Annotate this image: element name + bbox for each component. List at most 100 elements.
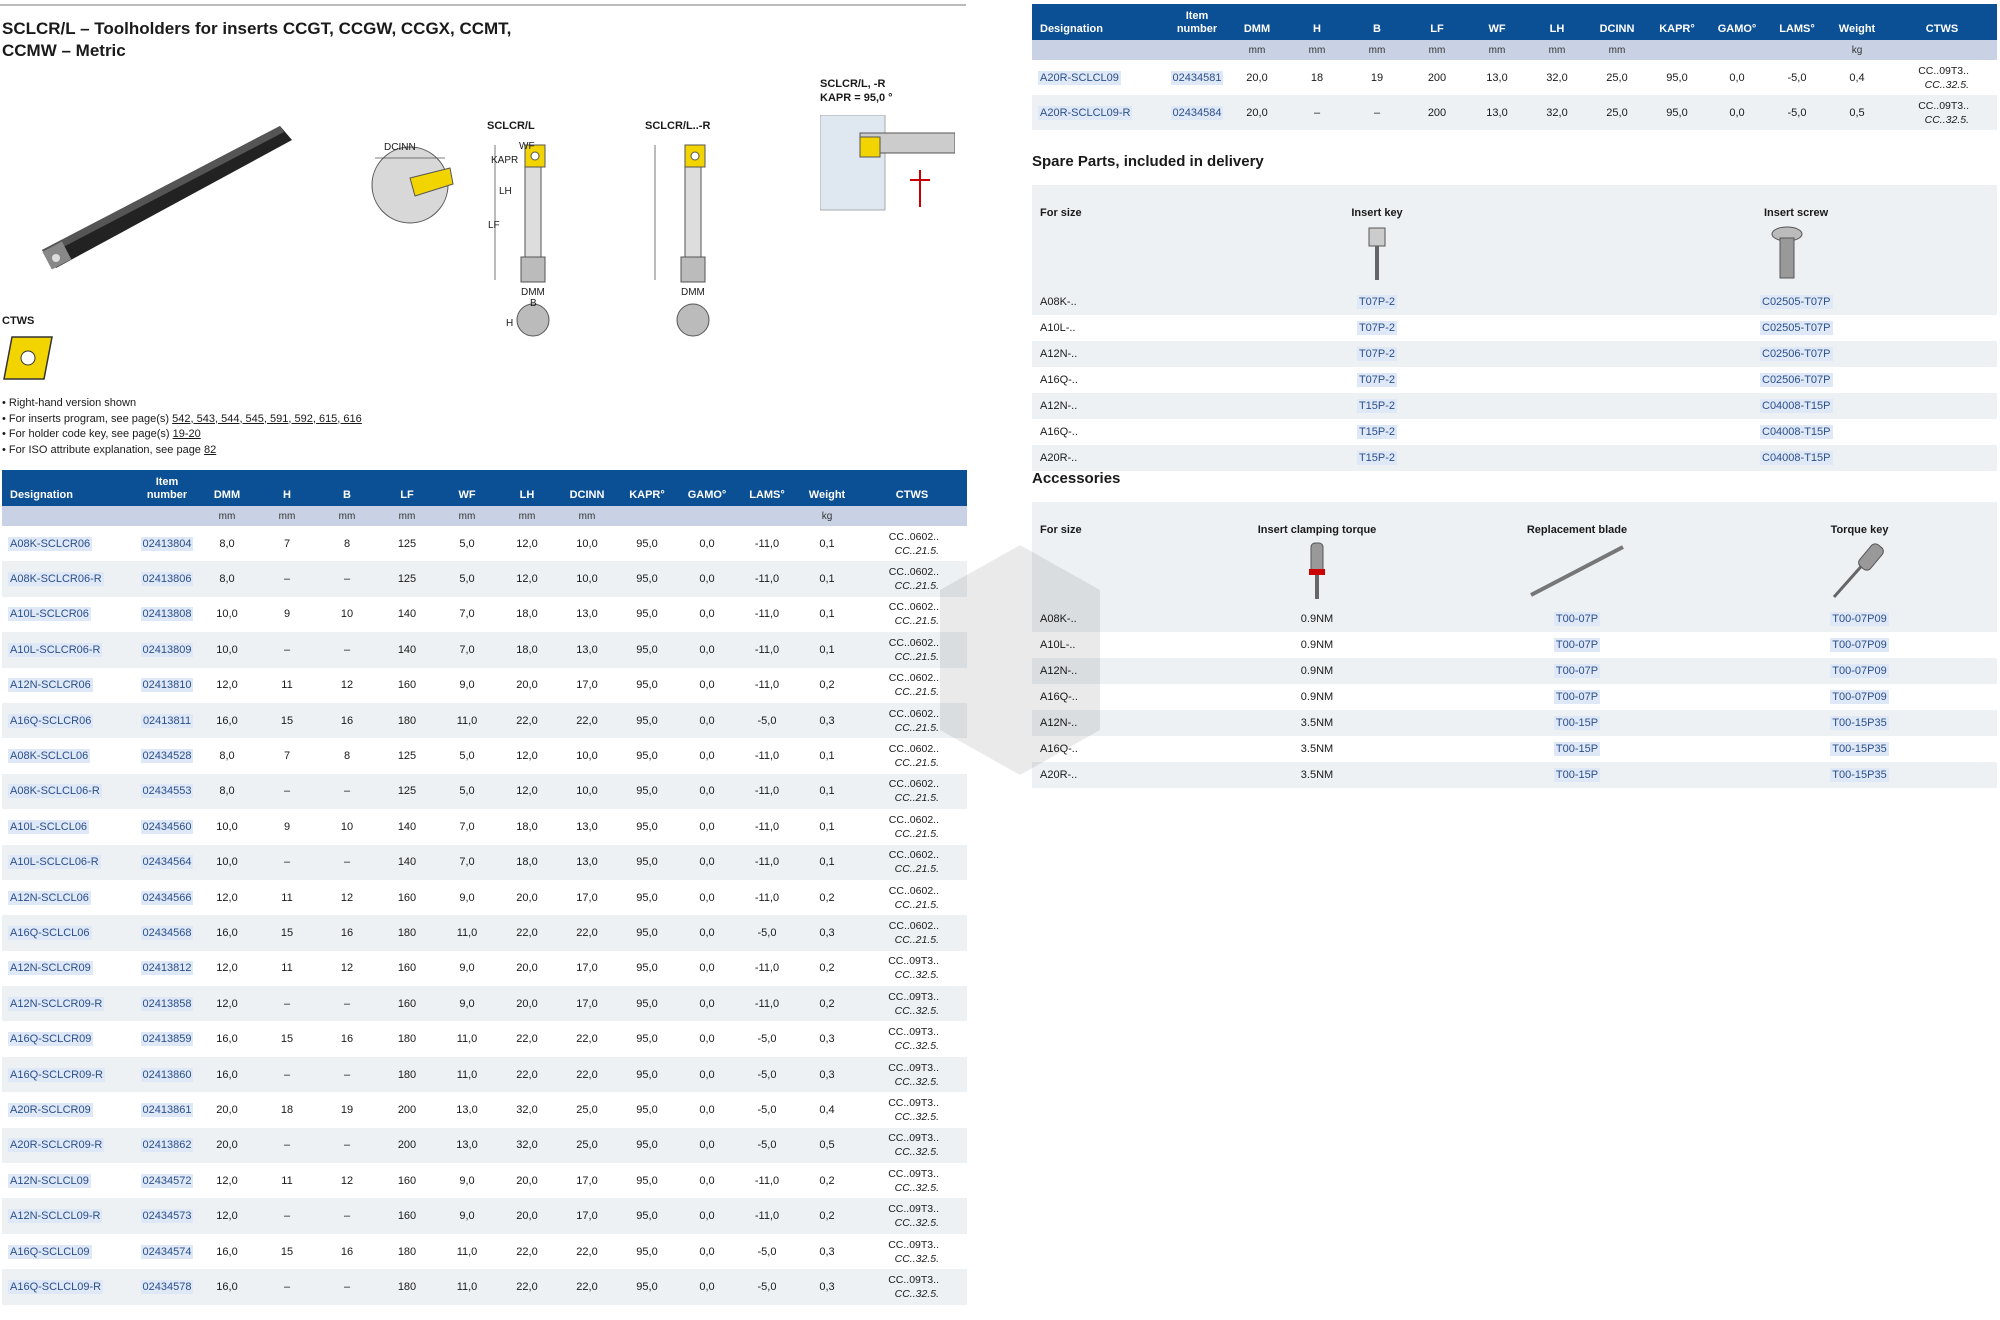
cell: 180	[397, 1245, 417, 1258]
part-link[interactable]: C02505-T07P	[1542, 289, 1997, 315]
item-number-link[interactable]: 02413811	[137, 702, 197, 739]
item-number-link[interactable]: 02434566	[140, 890, 194, 905]
inserts-page-links[interactable]: 542, 543, 544, 545, 591, 592, 615, 616	[172, 412, 362, 425]
part-link[interactable]: T07P-2	[1356, 373, 1398, 387]
designation-link[interactable]: A12N-SCLCR09	[8, 961, 93, 976]
item-number-link[interactable]: 02434560	[140, 819, 194, 834]
designation-link[interactable]: A20R-SCLCR09	[8, 1102, 93, 1117]
cell: 95,0	[1647, 95, 1707, 130]
designation-link[interactable]: A20R-SCLCR09-R	[2, 1127, 137, 1164]
part-link[interactable]: T07P-2	[1356, 321, 1398, 335]
designation-link[interactable]: A12N-SCLCR06	[8, 678, 93, 693]
designation-link[interactable]: A20R-SCLCL09	[1038, 70, 1121, 85]
part-link[interactable]: C02506-T07P	[1542, 341, 1997, 367]
cell: 0,1	[797, 561, 857, 597]
part-link[interactable]: C04008-T15P	[1760, 425, 1833, 439]
cell: 125	[397, 537, 417, 550]
lh-label: LH	[499, 186, 512, 197]
cell: 10,0	[576, 750, 598, 763]
dmm-label: DMM	[521, 287, 545, 298]
part-link[interactable]: T00-07P09	[1830, 638, 1889, 652]
table-row: A20R-.. 3.5NM T00-15P T00-15P35	[1032, 762, 1997, 788]
part-link[interactable]: T00-15P	[1553, 742, 1601, 756]
item-number-link[interactable]: 02434584	[1167, 95, 1227, 130]
designation-link[interactable]: A12N-SCLCL09	[8, 1173, 91, 1188]
part-link[interactable]: T00-07P	[1432, 606, 1722, 632]
part-link[interactable]: T00-07P09	[1722, 658, 1997, 684]
part-link[interactable]: C04008-T15P	[1542, 393, 1997, 419]
ctws-cell: CC..0602.. CC..21.5.	[888, 884, 939, 911]
item-number-link[interactable]: 02434581	[1170, 70, 1224, 85]
designation-link[interactable]: A10L-SCLCR06-R	[2, 632, 137, 668]
cell: –	[257, 1127, 317, 1164]
item-number-link[interactable]: 02434573	[137, 1198, 197, 1234]
item-number-link[interactable]: 02434528	[140, 749, 194, 764]
designation-link[interactable]: A16Q-SCLCR09	[8, 1032, 94, 1047]
designation-link[interactable]: A08K-SCLCL06	[8, 749, 91, 764]
part-link[interactable]: T00-07P	[1553, 638, 1601, 652]
cell: 8	[343, 537, 351, 550]
item-number-link[interactable]: 02413860	[137, 1056, 197, 1093]
item-number-link[interactable]: 02413806	[137, 561, 197, 597]
designation-link[interactable]: A16Q-SCLCR09-R	[2, 1056, 137, 1093]
item-number-link[interactable]: 02434578	[137, 1269, 197, 1305]
part-link[interactable]: C02506-T07P	[1760, 373, 1833, 387]
cell: 0,4	[819, 1103, 835, 1116]
part-link[interactable]: T15P-2	[1356, 425, 1398, 439]
designation-link[interactable]: A16Q-SCLCR06	[2, 702, 137, 739]
part-link[interactable]: T00-07P	[1432, 658, 1722, 684]
designation-link[interactable]: A08K-SCLCR06	[8, 536, 93, 551]
item-number-link[interactable]: 02434572	[140, 1173, 194, 1188]
part-link[interactable]: T00-07P09	[1722, 606, 1997, 632]
part-link[interactable]: T00-07P	[1553, 690, 1601, 704]
ctws-cell: CC..0602.. CC..21.5.	[857, 773, 967, 810]
part-link[interactable]: T00-15P	[1432, 762, 1722, 788]
designation-link[interactable]: A10L-SCLCL06-R	[2, 844, 137, 880]
item-number-link[interactable]: 02413859	[140, 1032, 194, 1047]
part-link[interactable]: T07P-2	[1212, 341, 1542, 367]
part-link[interactable]: T00-15P35	[1722, 762, 1997, 788]
designation-link[interactable]: A08K-SCLCL06-R	[2, 773, 137, 810]
designation-link[interactable]: A16Q-SCLCL06	[2, 915, 137, 951]
iso-page-link[interactable]: 82	[203, 443, 217, 456]
dcinn-drawing	[371, 146, 454, 224]
designation-link[interactable]: A16Q-SCLCL09	[8, 1244, 92, 1259]
table-row: A12N-SCLCL09-R 02434573 12,0– –160 9,0 20,0 17…	[2, 1198, 967, 1234]
part-link[interactable]: C02505-T07P	[1760, 321, 1833, 335]
item-number-link[interactable]: 02413862	[137, 1127, 197, 1164]
designation-link[interactable]: A16Q-SCLCL09-R	[2, 1269, 137, 1305]
item-number-link[interactable]: 02413810	[140, 678, 194, 693]
item-number-link[interactable]: 02434574	[140, 1244, 194, 1259]
item-number-link[interactable]: 02413858	[137, 986, 197, 1022]
designation-link[interactable]: A12N-SCLCR09-R	[2, 986, 137, 1022]
cell: 9,0	[437, 1198, 497, 1234]
item-number-link[interactable]: 02413861	[140, 1102, 194, 1117]
part-link[interactable]: C04008-T15P	[1542, 445, 1997, 471]
cell: 95,0	[617, 986, 677, 1022]
part-link[interactable]: T00-15P	[1432, 710, 1722, 736]
part-link[interactable]: T00-15P35	[1830, 742, 1889, 756]
part-link[interactable]: T15P-2	[1212, 445, 1542, 471]
code-key-page-link[interactable]: 19-20	[172, 428, 201, 440]
designation-link[interactable]: A08K-SCLCR06-R	[2, 561, 137, 597]
ctws-cell: CC..09T3.. CC..32.5.	[857, 1269, 967, 1305]
designation-link[interactable]: A20R-SCLCL09-R	[1032, 95, 1167, 130]
designation-link[interactable]: A12N-SCLCL09-R	[2, 1198, 137, 1234]
item-number-link[interactable]: 02434564	[137, 844, 197, 880]
designation-link[interactable]: A12N-SCLCL06	[8, 890, 91, 905]
designation-link[interactable]: A10L-SCLCL06	[8, 819, 90, 834]
right-product-table: Designation Item number DMM H B LF WF LH DCINN KA…	[1032, 4, 1997, 130]
item-number-link[interactable]: 02434568	[137, 915, 197, 951]
part-link[interactable]: T15P-2	[1212, 393, 1542, 419]
part-link[interactable]: T00-07P09	[1830, 690, 1889, 704]
item-number-link[interactable]: 02413812	[140, 961, 194, 976]
cell: 5,0	[437, 773, 497, 810]
item-number-link[interactable]: 02413809	[137, 632, 197, 668]
item-number-link[interactable]: 02413808	[140, 607, 194, 622]
part-link[interactable]: T00-15P35	[1722, 710, 1997, 736]
cell: 13,0	[1486, 71, 1508, 84]
item-number-link[interactable]: 02434553	[137, 773, 197, 810]
designation-link[interactable]: A10L-SCLCR06	[8, 607, 91, 622]
part-link[interactable]: T07P-2	[1212, 289, 1542, 315]
item-number-link[interactable]: 02413804	[140, 536, 194, 551]
